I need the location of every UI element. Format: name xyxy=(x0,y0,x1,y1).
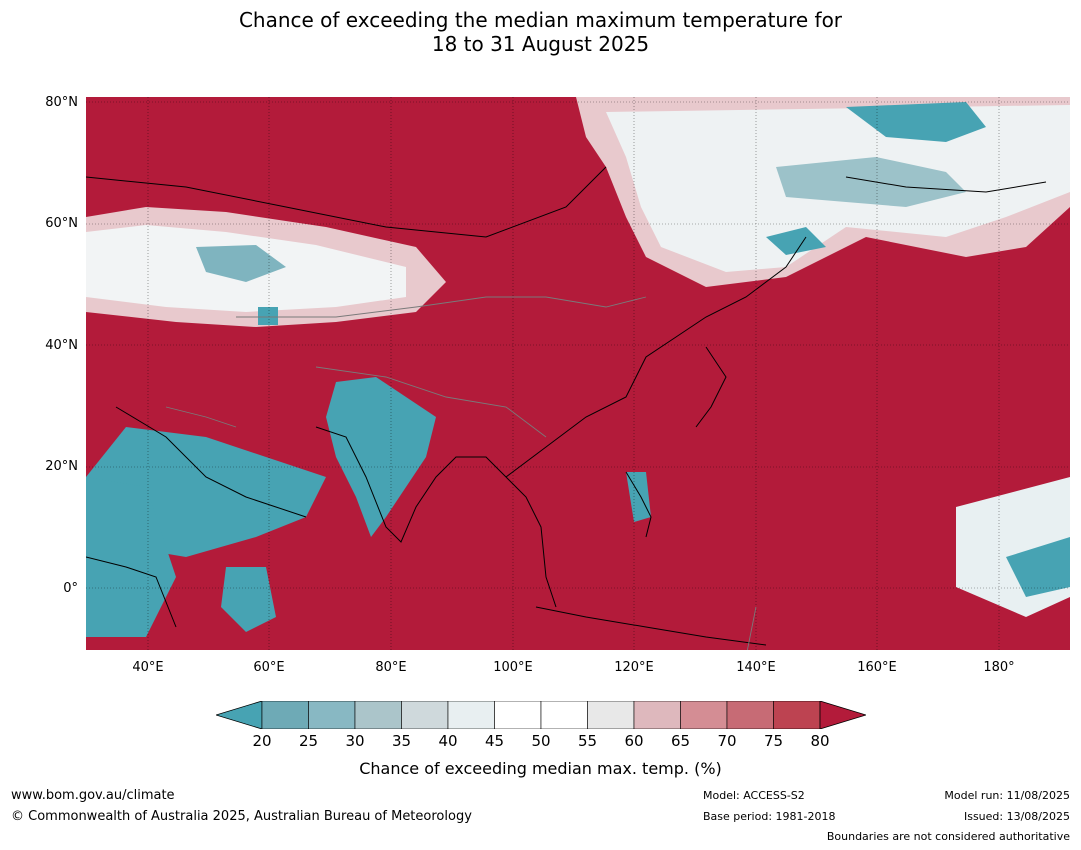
colorbar-bin xyxy=(680,700,728,730)
lon-label-160e: 160°E xyxy=(857,660,897,675)
colorbar-bin xyxy=(401,700,449,730)
colorbar-tick-label: 50 xyxy=(531,732,551,750)
lon-label-80e: 80°E xyxy=(375,660,407,675)
colorbar-tick-label: 60 xyxy=(624,732,644,750)
colorbar-svg xyxy=(214,700,868,730)
region-africa-blue xyxy=(86,477,176,637)
colorbar-bin xyxy=(726,700,774,730)
lon-label-100e: 100°E xyxy=(493,660,533,675)
lon-label-140e: 140°E xyxy=(736,660,776,675)
colorbar-tick-label: 40 xyxy=(438,732,458,750)
colorbar-tick-label: 55 xyxy=(577,732,598,750)
lat-label-80n: 80°N xyxy=(45,95,78,110)
colorbar-tick-label: 45 xyxy=(484,732,505,750)
lon-label-40e: 40°E xyxy=(132,660,164,675)
colorbar-tick-label: 35 xyxy=(391,732,412,750)
region-siberia-blue-1 xyxy=(776,157,966,207)
map-borders xyxy=(165,296,757,658)
region-indian-ocean-blue xyxy=(221,567,276,632)
website-link[interactable]: www.bom.gov.au/climate xyxy=(11,788,175,803)
region-philippines-blue xyxy=(626,472,651,522)
colorbar-bin xyxy=(354,700,402,730)
region-aral-blue xyxy=(258,307,278,325)
colorbar-bin xyxy=(494,700,542,730)
region-india-blue xyxy=(326,377,436,537)
colorbar-bin xyxy=(587,700,635,730)
lon-label-180: 180° xyxy=(983,660,1015,675)
colorbar-bin xyxy=(308,700,356,730)
lat-label-60n: 60°N xyxy=(45,216,78,231)
colorbar-bin xyxy=(261,700,309,730)
copyright-text: © Commonwealth of Australia 2025, Austra… xyxy=(11,809,472,824)
title-line-2: 18 to 31 August 2025 xyxy=(431,32,650,56)
colorbar-label: Chance of exceeding median max. temp. (%… xyxy=(359,759,722,778)
forecast-map xyxy=(85,97,1070,658)
colorbar-extend-low xyxy=(214,700,263,730)
disclaimer-text: Boundaries are not considered authoritat… xyxy=(826,830,1070,843)
issued-text: Issued: 13/08/2025 xyxy=(963,810,1070,823)
colorbar-tick-label: 65 xyxy=(670,732,691,750)
map-svg xyxy=(85,97,1070,658)
colorbar xyxy=(214,700,868,730)
region-arctic-blue xyxy=(846,102,986,142)
colorbar-bin xyxy=(447,700,495,730)
chart-title: Chance of exceeding the median maximum t… xyxy=(0,8,1081,56)
region-kazakh-blue xyxy=(196,245,286,282)
colorbar-bin xyxy=(633,700,681,730)
map-coastlines xyxy=(85,166,1047,646)
lon-label-120e: 120°E xyxy=(614,660,654,675)
lat-label-40n: 40°N xyxy=(45,338,78,353)
lat-label-20n: 20°N xyxy=(45,459,78,474)
title-line-1: Chance of exceeding the median maximum t… xyxy=(238,8,843,32)
colorbar-tick-label: 70 xyxy=(717,732,737,750)
colorbar-tick-label: 20 xyxy=(252,732,272,750)
region-okhotsk-blue xyxy=(766,227,826,255)
colorbar-tick-label: 25 xyxy=(298,732,319,750)
colorbar-bin xyxy=(773,700,821,730)
colorbar-tick-label: 75 xyxy=(763,732,784,750)
map-gridlines xyxy=(86,97,1070,650)
region-pacific-blue xyxy=(1006,537,1070,597)
lat-label-0: 0° xyxy=(63,581,78,596)
colorbar-tick-label: 80 xyxy=(810,732,830,750)
lon-label-60e: 60°E xyxy=(253,660,285,675)
base-period-text: Base period: 1981-2018 xyxy=(703,810,836,823)
colorbar-extend-high xyxy=(819,700,868,730)
model-run-text: Model run: 11/08/2025 xyxy=(944,789,1070,802)
colorbar-bin xyxy=(540,700,588,730)
colorbar-tick-label: 30 xyxy=(345,732,365,750)
model-text: Model: ACCESS-S2 xyxy=(703,789,805,802)
